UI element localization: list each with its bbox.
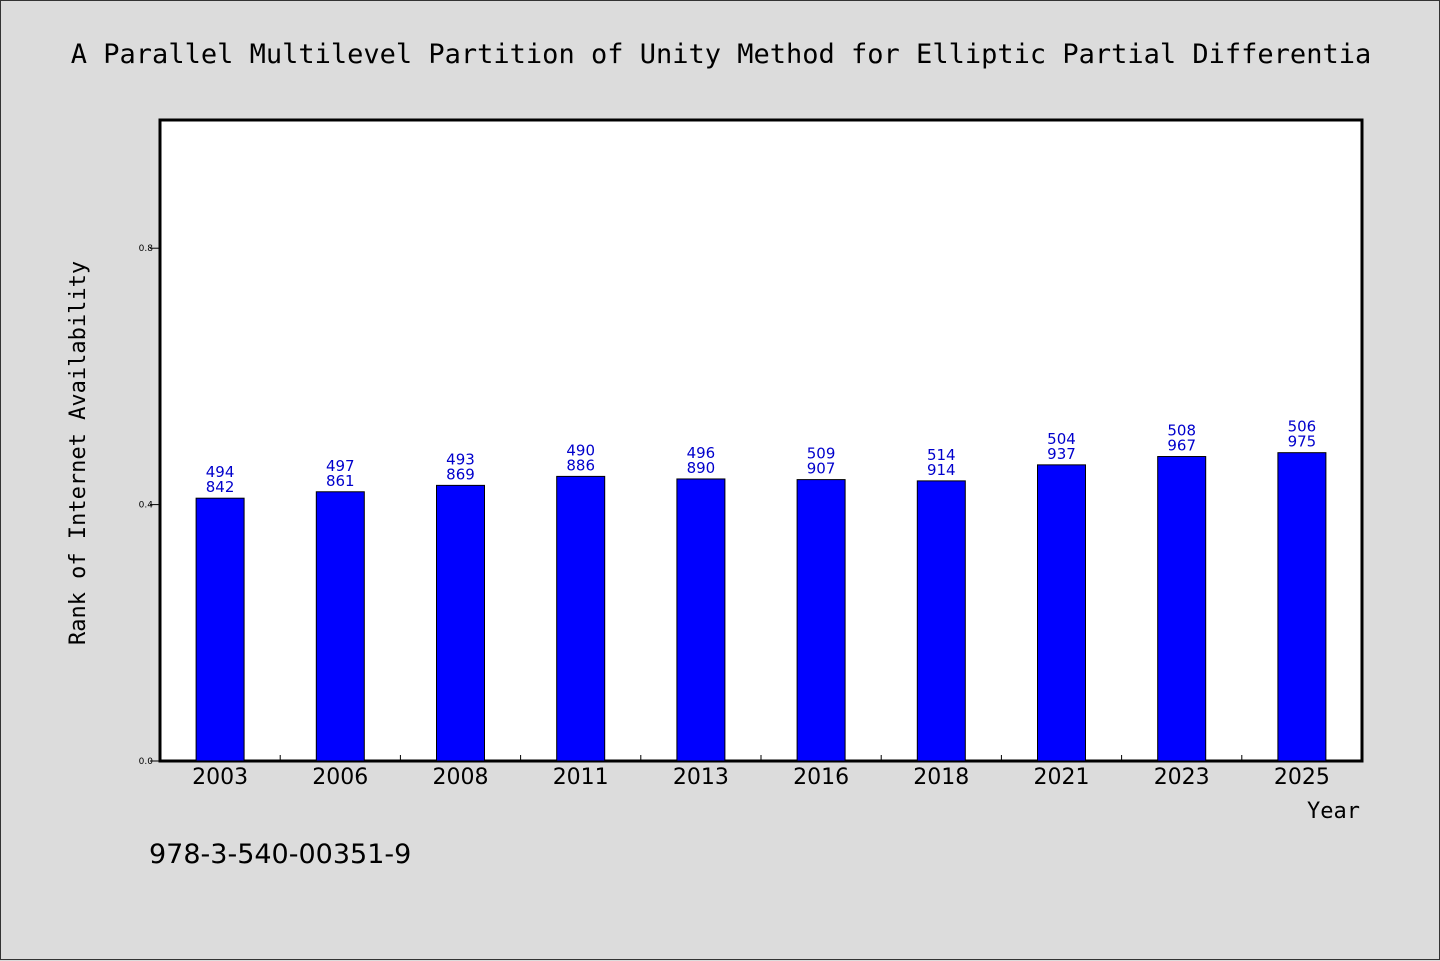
x-tick-label: 2025 bbox=[1274, 765, 1330, 790]
bar-label-bottom: 975 bbox=[1288, 433, 1317, 451]
x-axis: 2003 2006 2008 2011 2013 2016 2018 2021 2023 2025 bbox=[192, 755, 1330, 790]
x-tick-label: 2016 bbox=[793, 765, 849, 790]
bar-label-top: 508 bbox=[1167, 422, 1196, 440]
bar-2011 bbox=[556, 475, 606, 762]
chart-title: A Parallel Multilevel Partition of Unity… bbox=[71, 39, 1371, 70]
bar-label-bottom: 842 bbox=[206, 478, 235, 496]
bar-label-bottom: 886 bbox=[566, 456, 595, 474]
bar-label-top: 497 bbox=[326, 457, 355, 475]
bar-label-top: 514 bbox=[927, 446, 956, 464]
bar-label-top: 494 bbox=[206, 463, 235, 481]
x-tick-label: 2013 bbox=[673, 765, 729, 790]
bar-2006 bbox=[315, 491, 365, 762]
x-tick-label: 2018 bbox=[913, 765, 969, 790]
y-tick-label: 0.0 bbox=[139, 757, 154, 767]
bar-2008 bbox=[436, 484, 485, 762]
bar-2025 bbox=[1277, 452, 1327, 762]
bar-label-bottom: 890 bbox=[687, 459, 716, 477]
bar-label-bottom: 967 bbox=[1167, 437, 1196, 455]
bar-label-top: 504 bbox=[1047, 430, 1076, 448]
bar-2021 bbox=[1037, 464, 1086, 762]
footer-code: 978-3-540-00351-9 bbox=[149, 839, 411, 870]
x-axis-label: Year bbox=[1307, 799, 1360, 824]
x-tick-label: 2003 bbox=[192, 765, 248, 790]
bar-label-bottom: 869 bbox=[446, 465, 475, 483]
bar-label-bottom: 861 bbox=[326, 472, 355, 490]
data-labels: 4948424978614938694908864968905099075149… bbox=[206, 418, 1316, 497]
bar-label-bottom: 914 bbox=[927, 461, 956, 479]
x-tick-label: 2023 bbox=[1154, 765, 1210, 790]
x-tick-label: 2008 bbox=[433, 765, 489, 790]
bar-label-top: 496 bbox=[687, 444, 716, 462]
y-tick-label: 0.8 bbox=[139, 244, 154, 254]
bar-label-bottom: 937 bbox=[1047, 445, 1076, 463]
bar-2018 bbox=[916, 480, 966, 762]
bar-label-top: 506 bbox=[1288, 418, 1317, 436]
x-tick-label: 2011 bbox=[553, 765, 609, 790]
bar-2023 bbox=[1157, 456, 1207, 762]
bar-label-top: 493 bbox=[446, 450, 475, 468]
x-tick-label: 2021 bbox=[1034, 765, 1090, 790]
y-axis-label: Rank of Internet Availability bbox=[66, 261, 91, 645]
y-axis: 0.0 0.4 0.8 bbox=[139, 244, 160, 767]
bar-label-bottom: 907 bbox=[807, 460, 836, 478]
bar-2016 bbox=[796, 479, 846, 762]
bar-series bbox=[195, 452, 1327, 762]
bar-label-top: 490 bbox=[566, 441, 595, 459]
bar-2003 bbox=[195, 497, 245, 762]
bar-2013 bbox=[676, 478, 726, 762]
x-tick-label: 2006 bbox=[312, 765, 368, 790]
y-tick-label: 0.4 bbox=[139, 501, 154, 511]
bar-label-top: 509 bbox=[807, 445, 836, 463]
